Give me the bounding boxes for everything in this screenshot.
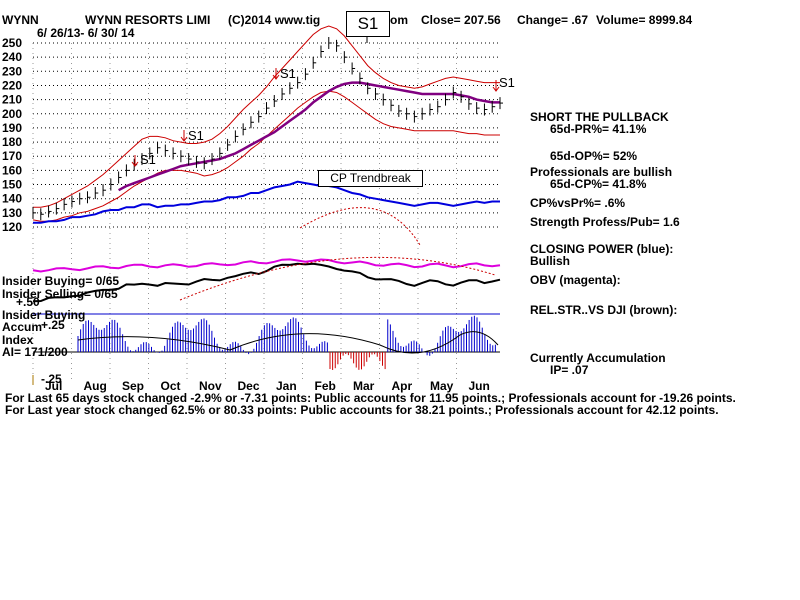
y-tick-label: 220 bbox=[2, 78, 22, 92]
copyright-tail: om bbox=[390, 13, 408, 27]
month-label: Nov bbox=[199, 379, 222, 393]
month-label: Jan bbox=[276, 379, 297, 393]
cp-trendline bbox=[299, 207, 421, 246]
insider-buying-label: Insider Buying bbox=[2, 308, 86, 322]
insider-buying: Insider Buying= 0/65 bbox=[2, 274, 120, 288]
month-label: Dec bbox=[238, 379, 260, 393]
month-label: Jun bbox=[469, 379, 490, 393]
y-tick-label: 250 bbox=[2, 36, 22, 50]
month-label: Feb bbox=[315, 379, 336, 393]
down-arrow-head-icon bbox=[492, 86, 500, 92]
ip-value: IP= .07 bbox=[550, 363, 589, 377]
y-tick-label: 210 bbox=[2, 93, 22, 107]
x-axis-month-labels: Jul Aug Sep Oct Nov Dec Jan Feb Mar Apr May Jun bbox=[45, 379, 490, 393]
y-tick-label: 160 bbox=[2, 163, 22, 177]
summary-65-days: For Last 65 days stock changed -2.9% or … bbox=[5, 391, 736, 405]
cp-percent: 65d-CP%= 41.8% bbox=[550, 177, 647, 191]
accum-scale-plus50: +.50 bbox=[16, 295, 40, 309]
s1-signal-label: S1 bbox=[140, 152, 156, 167]
s1-signal-label: S1 bbox=[280, 66, 296, 81]
month-label: Oct bbox=[161, 379, 181, 393]
y-tick-label: 200 bbox=[2, 107, 22, 121]
s1-signal-label: S1 bbox=[499, 75, 515, 90]
accum-label: Accum bbox=[2, 320, 43, 334]
relative-strength-line bbox=[32, 262, 501, 303]
y-tick-label: 180 bbox=[2, 135, 22, 149]
y-tick-label: 150 bbox=[2, 178, 22, 192]
month-label: Sep bbox=[122, 379, 144, 393]
month-label: May bbox=[430, 379, 454, 393]
y-tick-label: 190 bbox=[2, 121, 22, 135]
y-tick-label: 170 bbox=[2, 149, 22, 163]
op-percent: 65d-OP%= 52% bbox=[550, 149, 638, 163]
relative-strength-label: REL.STR..VS DJI (brown): bbox=[530, 303, 678, 317]
strength-ratio: Strength Profess/Pub= 1.6 bbox=[530, 215, 680, 229]
accum-index-value: AI= 171/200 bbox=[2, 345, 68, 359]
summary-last-year: For Last year stock changed 62.5% or 80.… bbox=[5, 403, 719, 417]
advice-text: SHORT THE PULLBACK bbox=[530, 110, 669, 124]
volume-value: Volume= 8999.84 bbox=[596, 13, 693, 27]
month-label: Mar bbox=[353, 379, 375, 393]
down-arrow-head-icon bbox=[180, 136, 188, 142]
accumulation-status: Currently Accumulation bbox=[530, 351, 666, 365]
moving-average-line bbox=[118, 81, 500, 192]
month-label: Jul bbox=[45, 379, 62, 393]
copyright-text: (C)2014 www.tig bbox=[228, 13, 321, 27]
plot-series bbox=[32, 25, 503, 303]
y-tick-label: 140 bbox=[2, 192, 22, 206]
down-arrow-head-icon bbox=[131, 161, 139, 167]
closing-power-line bbox=[33, 180, 500, 224]
month-label: Aug bbox=[84, 379, 107, 393]
cp-vs-pr: CP%vsPr%= .6% bbox=[530, 196, 626, 210]
index-label: Index bbox=[2, 333, 34, 347]
obv-label: OBV (magenta): bbox=[530, 273, 621, 287]
date-range: 6/ 26/13- 6/ 30/ 14 bbox=[37, 26, 135, 40]
obv-line bbox=[32, 258, 501, 273]
upper-band-line bbox=[33, 25, 500, 208]
obv-trendline bbox=[179, 256, 496, 301]
accum-average-line bbox=[77, 331, 499, 354]
y-tick-label: 230 bbox=[2, 64, 22, 78]
accum-scale-minus25: -.25 bbox=[41, 372, 62, 386]
y-tick-label: 120 bbox=[2, 220, 22, 234]
closing-power-label: CLOSING POWER (blue): bbox=[530, 242, 674, 256]
change-value: Change= .67 bbox=[517, 13, 589, 27]
accum-scale-plus25: +.25 bbox=[41, 318, 65, 332]
month-label: Apr bbox=[392, 379, 413, 393]
company-name: WYNN RESORTS LIMI bbox=[85, 13, 211, 27]
s1-signal-label: S1 bbox=[188, 128, 204, 143]
sell-signal-box: S1 bbox=[346, 11, 390, 37]
pr-percent: 65d-PR%= 41.1% bbox=[550, 122, 647, 136]
cp-trendbreak-label: CP Trendbreak bbox=[318, 170, 423, 187]
y-tick-label: 240 bbox=[2, 50, 22, 64]
down-arrow-head-icon bbox=[272, 74, 280, 80]
close-value: Close= 207.56 bbox=[421, 13, 501, 27]
accumulation-index-bars bbox=[32, 313, 500, 385]
professionals-status: Professionals are bullish bbox=[530, 165, 673, 179]
ticker-symbol: WYNN bbox=[2, 13, 39, 27]
closing-power-status: Bullish bbox=[530, 254, 571, 268]
y-axis-tick-labels: 2502402302202102001901801701601501401301… bbox=[2, 36, 22, 234]
insider-selling: Insider Selling= 0/65 bbox=[2, 287, 118, 301]
y-tick-label: 130 bbox=[2, 206, 22, 220]
